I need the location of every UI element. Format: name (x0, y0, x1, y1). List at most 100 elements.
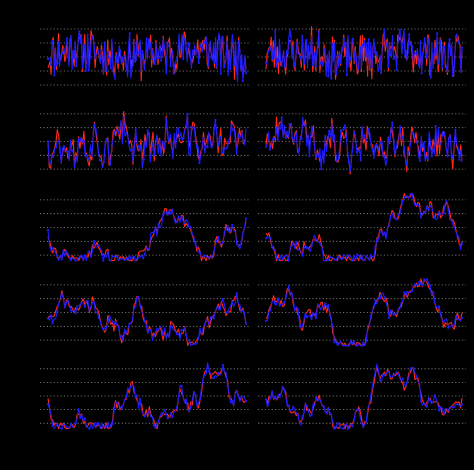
series-blue-point (79, 416, 82, 419)
series-blue-point (404, 50, 408, 53)
series-blue-point (88, 308, 91, 312)
series-blue-point (342, 38, 345, 41)
series-blue-point (166, 213, 169, 216)
series-blue-point (102, 161, 105, 164)
series-blue-point (292, 140, 295, 143)
series-blue-point (311, 64, 314, 67)
series-blue-point (395, 147, 398, 150)
series-blue-point (436, 32, 439, 35)
series-blue-point (174, 146, 177, 149)
series-blue-point (356, 253, 359, 256)
series-blue-point (65, 250, 68, 253)
series-blue-point (446, 154, 449, 158)
series-blue-point (398, 28, 401, 32)
series-blue-point (222, 66, 226, 69)
series-blue-point (289, 35, 292, 38)
series-blue-point (226, 146, 229, 149)
series-blue-point (389, 54, 392, 57)
series-blue-point (111, 320, 114, 323)
series-blue-point (342, 344, 345, 347)
series-blue-point (69, 309, 73, 312)
series-blue-point (365, 255, 368, 258)
series-blue-point (445, 66, 448, 69)
series-blue-point (194, 53, 197, 56)
series-blue-point (170, 142, 173, 145)
series-blue-point (226, 311, 229, 314)
series-blue-point (328, 314, 331, 317)
series-blue-point (274, 29, 277, 32)
series-blue-point (301, 324, 304, 327)
series-blue-point (432, 53, 436, 56)
series-blue-point (200, 50, 204, 53)
series-blue-point (308, 154, 311, 157)
series-blue-point (166, 417, 169, 420)
series-blue-point (232, 50, 235, 53)
series-blue-point (359, 159, 362, 162)
series-blue-point (422, 141, 425, 144)
series-red-line (47, 207, 247, 262)
series-blue-point (147, 38, 150, 41)
series-blue-point (94, 128, 97, 131)
series-blue-point (180, 384, 183, 387)
series-blue-point (143, 320, 146, 323)
series-blue-point (198, 328, 202, 331)
series-blue-point (235, 390, 238, 393)
series-blue-point (148, 248, 151, 251)
series-blue-point (217, 371, 220, 374)
series-blue-point (111, 423, 114, 426)
series-blue-point (226, 224, 229, 227)
series-blue-point (97, 49, 100, 53)
series-blue-point (397, 308, 400, 311)
series-blue-point (328, 255, 331, 259)
series-blue-point (171, 208, 174, 211)
series-blue-point (348, 56, 352, 59)
series-blue-point (383, 296, 386, 299)
series-blue-point (212, 376, 215, 379)
series-blue-point (163, 45, 166, 48)
series-blue-point (419, 283, 423, 286)
series-blue-point (315, 238, 318, 241)
series-blue-point (414, 52, 417, 55)
series-blue-point (203, 374, 206, 377)
series-blue-point (213, 61, 216, 64)
series-blue-point (343, 124, 346, 127)
series-blue-point (191, 49, 194, 52)
series-blue-point (198, 251, 202, 254)
series-blue-point (420, 72, 423, 75)
series-blue-point (126, 134, 129, 137)
series-blue-line (265, 278, 463, 347)
series-blue-point (355, 151, 358, 154)
series-blue-point (379, 141, 382, 144)
series-blue-point (324, 302, 327, 305)
series-blue-point (269, 309, 272, 312)
series-blue-point (312, 134, 315, 137)
series-blue-point (388, 224, 391, 227)
series-blue-point (244, 72, 248, 75)
series-blue-point (369, 253, 372, 257)
series-blue-point (336, 54, 339, 57)
series-blue-point (406, 380, 409, 383)
series-blue-point (56, 309, 59, 312)
series-blue-point (106, 140, 109, 144)
series-blue-point (102, 425, 105, 428)
series-blue-point (178, 47, 182, 50)
series-blue-point (130, 148, 133, 151)
series-blue-point (216, 47, 219, 50)
series-blue-point (97, 316, 100, 319)
series-blue-point (304, 125, 307, 128)
series-blue-point (68, 41, 72, 44)
series-blue-point (268, 49, 271, 52)
series-blue-point (433, 394, 436, 397)
series-blue-point (120, 257, 123, 260)
series-blue-point (283, 65, 286, 68)
series-blue-point (328, 129, 331, 132)
series-blue-point (339, 61, 342, 64)
series-blue-point (365, 420, 368, 423)
panel-r1-c1 (40, 28, 250, 86)
series-blue-point (208, 370, 211, 373)
series-blue-point (433, 216, 436, 220)
series-blue-point (373, 51, 376, 54)
series-blue-point (264, 61, 268, 64)
series-blue-line (47, 113, 247, 169)
